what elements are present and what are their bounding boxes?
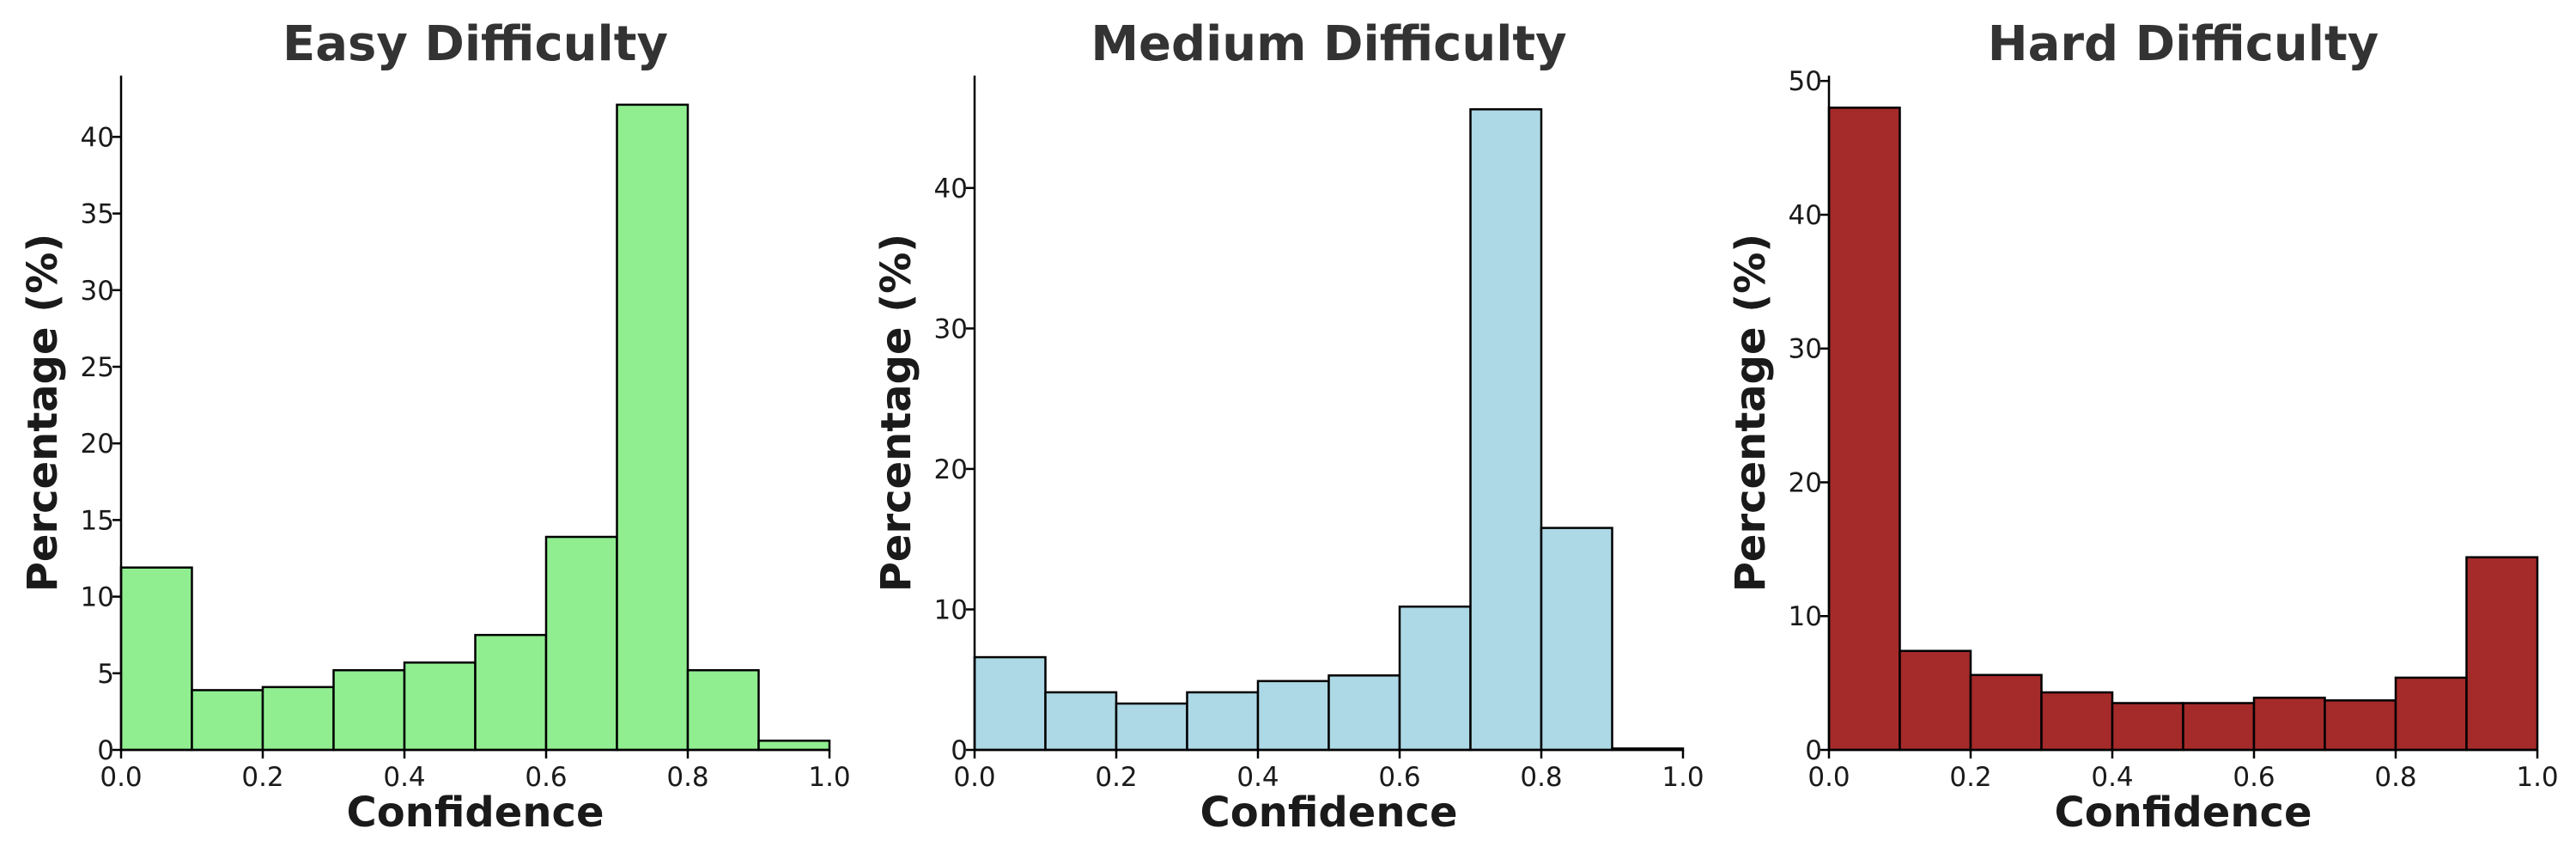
histogram-bar <box>119 566 193 752</box>
y-tick-label: 20 <box>934 454 968 485</box>
chart-panel-1: 0.0 0.2 0.4 0.6 0.8 1.0 0 5 10 15 20 25 30 35 40 Easy D… <box>19 16 851 837</box>
x-axis-label: Confidence <box>2054 789 2312 837</box>
y-tick-label: 0 <box>951 735 968 766</box>
x-tick-label: 0.6 <box>525 762 567 793</box>
y-tick-label: 30 <box>934 314 968 344</box>
histogram-bar <box>757 740 831 752</box>
x-tick-label: 0.4 <box>383 762 425 793</box>
histogram-bar <box>616 103 690 752</box>
y-tick-label: 40 <box>81 122 114 153</box>
histogram-bar <box>2040 691 2114 752</box>
histogram-bar <box>1969 673 2043 752</box>
histogram-bar <box>1044 691 1118 752</box>
histogram-bar <box>2182 702 2256 752</box>
x-tick-label: 0.8 <box>1520 762 1562 793</box>
histogram-bar <box>403 661 477 752</box>
y-tick-label: 10 <box>934 594 968 625</box>
chart-panel-2: 0.0 0.2 0.4 0.6 0.8 1.0 0 10 20 30 40 Medium Diffic… <box>872 16 1704 837</box>
x-tick-label: 1.0 <box>808 762 850 793</box>
y-tick-label: 0 <box>1805 735 1822 766</box>
y-tick-label: 5 <box>97 659 114 690</box>
histogram-bar <box>1540 527 1613 752</box>
y-tick-label: 0 <box>97 735 114 766</box>
x-tick-label: 0.4 <box>1236 762 1279 793</box>
histogram-bar <box>1469 108 1543 752</box>
x-tick-label: 0.6 <box>1378 762 1420 793</box>
histogram-bar <box>1256 679 1330 752</box>
chart-title: Easy Difficulty <box>283 16 668 72</box>
histogram-bar <box>2252 697 2326 752</box>
y-axis-label: Percentage (%) <box>1727 234 1775 593</box>
y-tick-label: 15 <box>81 505 114 536</box>
histogram-bar <box>191 689 264 752</box>
x-tick-label: 1.0 <box>1662 762 1704 793</box>
chart-title: Hard Difficulty <box>1988 16 2379 72</box>
y-tick-label: 20 <box>81 429 114 460</box>
x-tick-label: 0.0 <box>1807 762 1850 793</box>
histogram-bar <box>1899 649 1972 752</box>
histogram-bar <box>2324 699 2397 752</box>
x-tick-label: 0.2 <box>241 762 283 793</box>
x-tick-label: 0.4 <box>2091 762 2133 793</box>
x-tick-label: 0.6 <box>2233 762 2275 793</box>
x-tick-label: 0.0 <box>100 762 142 793</box>
histogram-bar <box>2394 676 2468 752</box>
chart-title: Medium Difficulty <box>1091 16 1566 72</box>
histogram-bar <box>1115 702 1188 752</box>
chart-panel-3: 0.0 0.2 0.4 0.6 0.8 1.0 0 10 20 30 40 50 Hard Diffic… <box>1727 16 2559 837</box>
x-axis-label: Confidence <box>346 789 604 837</box>
y-tick-label: 10 <box>1789 601 1822 632</box>
histogram-bar <box>973 655 1047 752</box>
histogram-bar <box>2465 556 2539 752</box>
y-tick-label: 25 <box>81 352 114 383</box>
histogram-bar <box>1398 605 1472 752</box>
y-tick-label: 20 <box>1789 467 1822 498</box>
x-tick-label: 0.8 <box>666 762 708 793</box>
x-axis-label: Confidence <box>1200 789 1457 837</box>
y-tick-label: 30 <box>1789 334 1822 365</box>
y-axis-label: Percentage (%) <box>872 234 920 593</box>
histogram-bar <box>332 668 406 752</box>
y-tick-label: 35 <box>81 199 114 230</box>
histogram-bar <box>1827 107 1901 752</box>
histogram-bar <box>261 685 335 752</box>
y-tick-label: 30 <box>81 276 114 307</box>
histogram-bar <box>686 668 760 752</box>
x-tick-label: 0.8 <box>2374 762 2416 793</box>
x-tick-label: 0.2 <box>1949 762 1991 793</box>
histogram-bar <box>1327 674 1401 752</box>
histogram-bar <box>474 633 548 752</box>
y-tick-label: 40 <box>1789 200 1822 231</box>
y-tick-label: 50 <box>1789 66 1822 97</box>
y-tick-label: 40 <box>934 174 968 204</box>
x-tick-label: 1.0 <box>2516 762 2558 793</box>
histogram-bar <box>2111 702 2184 752</box>
x-tick-label: 0.2 <box>1095 762 1137 793</box>
histogram-bar <box>1186 691 1260 752</box>
histogram-bar <box>544 535 618 752</box>
x-tick-label: 0.0 <box>953 762 995 793</box>
y-axis-label: Percentage (%) <box>19 234 67 593</box>
y-tick-label: 10 <box>81 582 114 613</box>
